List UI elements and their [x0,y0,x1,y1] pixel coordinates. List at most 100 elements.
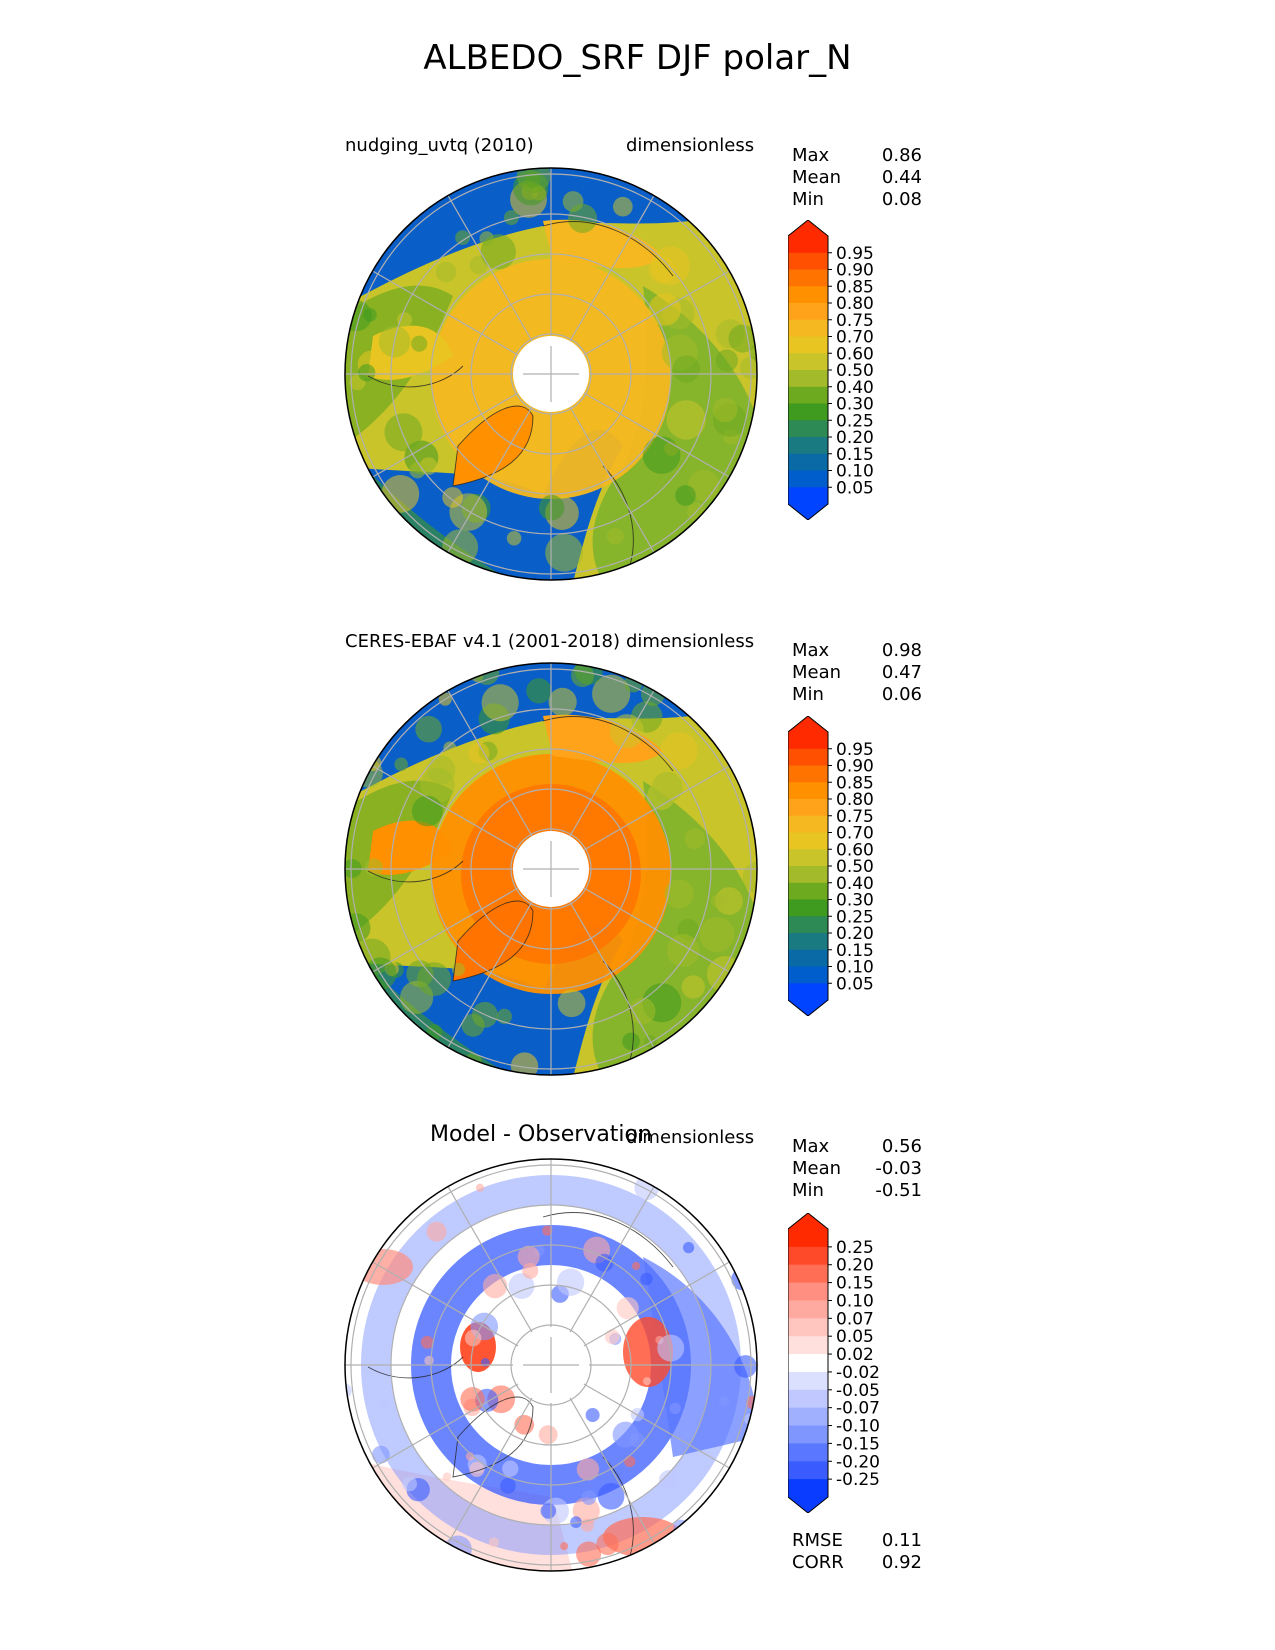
stat-value: 0.92 [881,1552,922,1573]
stats-block: Max 0.56 Mean -0.03 Min -0.51 [792,1136,922,1202]
stat-value: 0.44 [881,167,922,188]
graticule-meridian [447,690,533,837]
field-blob [455,230,471,246]
field-blob [394,757,408,772]
field-blob [648,256,676,284]
colorbar-tick-label: -0.15 [836,1434,880,1454]
graticule-meridian [583,270,730,356]
field-blob [632,1261,641,1271]
field-greenland [453,406,533,486]
graticule-meridian [583,887,730,973]
colorbar-segment [788,1246,828,1266]
colorbar-segment [788,849,828,867]
field-blob [604,1329,620,1345]
field-positive-bias [623,1317,673,1387]
colorbar-tick-label: -0.25 [836,1470,880,1490]
colorbar-segment [788,748,828,767]
stat-label: Max [792,1136,830,1157]
field-blob [426,1221,447,1242]
colorbar-tick-label: 0.60 [836,840,874,860]
field-blob [435,261,457,283]
colorbar-segment [788,286,828,304]
field-blob [542,1225,553,1236]
field-blob [526,678,552,704]
field-blob [576,1458,600,1481]
panel-model: nudging_uvtq (2010) dimensionless Max 0.8… [0,0,1275,581]
graticule-meridian [372,270,519,356]
field-blob [624,1455,636,1468]
colorbar-tick-label: 0.20 [836,428,874,448]
colorbar-tick-label: 0.50 [836,857,874,877]
field-blob [684,828,706,849]
colorbar-tick-label: 0.85 [836,277,874,297]
map-boundary [344,167,758,581]
colorbar-tick-label: 0.30 [836,891,874,911]
colorbar-tick-label: 0.02 [836,1345,874,1365]
graticule-meridian [569,195,655,342]
colorbar-tick-label: 0.10 [836,462,874,482]
field-blob [660,732,698,770]
colorbar-tick-label: 0.90 [836,757,874,777]
polar-map [344,662,758,1076]
colorbar-segment [788,1407,828,1427]
colorbar-segment [788,236,828,254]
colorbar-extend-top [788,716,828,732]
colorbar-segment [788,966,828,984]
field-blob [570,663,595,688]
graticule-meridian [447,1397,533,1544]
colorbar-extend-bottom [788,1497,828,1513]
stat-label: Mean [792,662,842,683]
field-blob [358,364,376,382]
colorbar-tick-label: 0.15 [836,1274,874,1294]
colorbar: 0.250.200.150.100.070.050.02-0.02-0.05-0… [788,1213,880,1513]
colorbar-segment [788,866,828,884]
field-blob [664,879,694,909]
stat-rmse: RMSE 0.11 [792,1530,922,1552]
field-blob [672,355,700,383]
colorbar-tick-label: -0.02 [836,1363,880,1383]
colorbar-tick-label: 0.05 [836,478,874,498]
field-blob [642,1377,652,1386]
colorbar-segment [788,453,828,472]
colorbar-segment [788,933,828,951]
stat-label: Mean [792,1158,842,1179]
field-blob [443,741,457,755]
colorbar-tick-label: 0.40 [836,874,874,894]
field-blob [652,771,683,803]
stat-mean: Mean 0.44 [792,167,922,189]
polar-map [344,167,758,581]
stat-min: Min 0.06 [792,684,922,706]
colorbar-segment [788,252,828,271]
field-blob [345,1383,352,1399]
coastline [367,1212,674,1571]
graticule-meridian [569,690,655,837]
field-blob [420,1335,434,1349]
stats-block: Max 0.98 Mean 0.47 Min 0.06 [792,640,922,706]
field-blob [595,1253,614,1272]
field-blob [465,1452,475,1461]
panel-units: dimensionless [626,1127,755,1148]
field-blob [411,335,428,352]
colorbar-segment [788,832,828,850]
field-blob [568,203,598,234]
extra-stats-block: RMSE 0.11 CORR 0.92 [792,1530,922,1574]
field-blob [402,1476,417,1492]
field-blob [596,1532,619,1556]
stat-max: Max 0.98 [792,640,922,662]
stat-label: Max [792,640,830,661]
graticule-meridian [372,887,519,973]
field-blob [629,1432,645,1448]
field-blob [503,210,519,226]
field-blob [502,1460,519,1477]
colorbar-segment [788,437,828,455]
field-blob [570,1516,582,1528]
field-blob [556,1268,585,1296]
colorbar-tick-label: 0.60 [836,344,874,364]
colorbar-tick-label: 0.25 [836,411,874,431]
colorbar-segment [788,386,828,405]
colorbar-segment [788,487,828,505]
graticule-meridian [447,195,533,342]
field-blob [711,894,725,908]
colorbar-tick-label: 0.90 [836,261,874,281]
field-blob [718,1396,730,1407]
